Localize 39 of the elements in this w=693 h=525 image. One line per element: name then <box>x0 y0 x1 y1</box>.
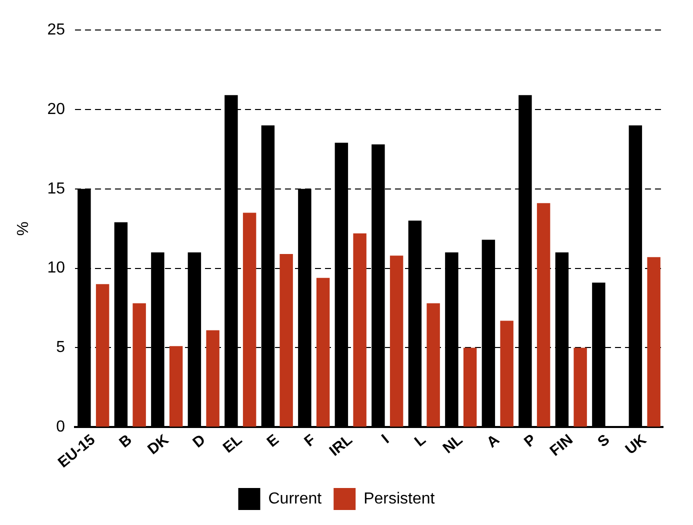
x-tick-label: UK <box>622 431 650 458</box>
bar <box>206 330 220 427</box>
x-tick-label: E <box>264 431 282 451</box>
bar <box>390 256 404 427</box>
bar <box>574 348 587 427</box>
bar <box>316 278 330 427</box>
y-tick-label: 10 <box>47 260 66 277</box>
x-tick-label: S <box>594 431 614 451</box>
x-tick-label: B <box>116 431 136 452</box>
bar <box>426 303 440 427</box>
y-tick-label: 20 <box>47 100 66 118</box>
bar <box>647 257 660 427</box>
x-tick-label: P <box>521 431 540 451</box>
bar <box>242 212 256 427</box>
x-tick-label: NL <box>440 431 466 458</box>
y-tick-label: 5 <box>56 339 66 356</box>
y-axis-title: % <box>15 221 32 236</box>
x-tick-label: EL <box>220 431 246 457</box>
x-tick-label: FIN <box>546 431 576 460</box>
y-tick-label: 25 <box>47 21 66 38</box>
legend-label: Current <box>268 490 322 508</box>
x-tick-label: F <box>301 431 320 450</box>
bar <box>169 346 183 427</box>
bar <box>463 348 477 427</box>
bar <box>280 254 293 427</box>
bar <box>500 320 514 427</box>
bar <box>353 233 366 427</box>
x-tick-label: I <box>378 431 393 448</box>
x-tick-label: A <box>484 431 503 452</box>
x-tick-label: DK <box>144 431 172 458</box>
legend-label: Persistent <box>364 490 436 508</box>
x-tick-label: IRL <box>326 431 356 460</box>
bar <box>96 284 110 427</box>
y-tick-label: 0 <box>56 418 66 436</box>
bar <box>536 203 550 427</box>
x-tick-label: L <box>411 431 430 450</box>
y-tick-label: 15 <box>47 180 66 198</box>
bar <box>132 303 146 427</box>
x-tick-label: D <box>190 431 209 452</box>
